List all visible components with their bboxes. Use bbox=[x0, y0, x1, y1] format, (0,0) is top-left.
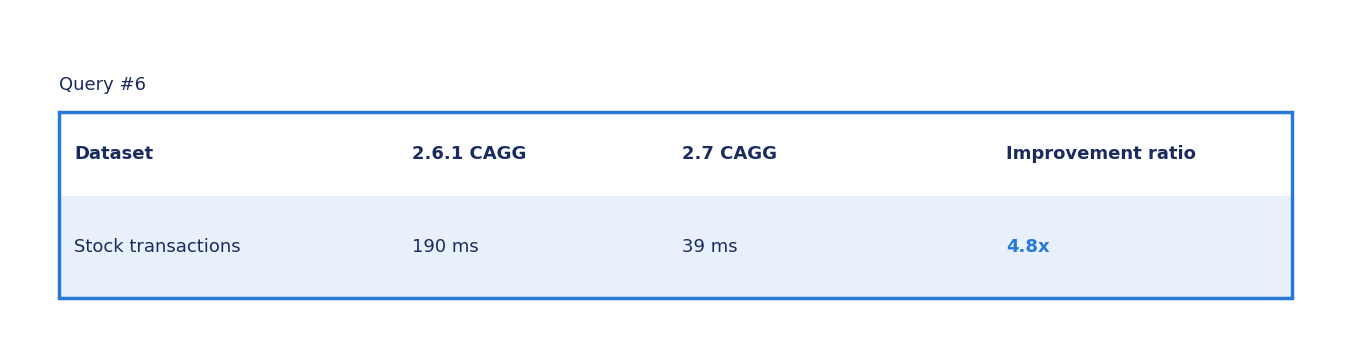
Bar bbox=[59, 196, 1292, 298]
Bar bbox=[59, 112, 1292, 196]
Text: 4.8x: 4.8x bbox=[1006, 238, 1050, 256]
Text: 39 ms: 39 ms bbox=[682, 238, 738, 256]
Text: Improvement ratio: Improvement ratio bbox=[1006, 145, 1197, 163]
Text: Dataset: Dataset bbox=[74, 145, 154, 163]
Text: 2.7 CAGG: 2.7 CAGG bbox=[682, 145, 777, 163]
Text: Stock transactions: Stock transactions bbox=[74, 238, 240, 256]
Text: 190 ms: 190 ms bbox=[412, 238, 478, 256]
Bar bbox=[59, 112, 1292, 298]
Text: 2.6.1 CAGG: 2.6.1 CAGG bbox=[412, 145, 527, 163]
Text: Query #6: Query #6 bbox=[59, 76, 146, 94]
